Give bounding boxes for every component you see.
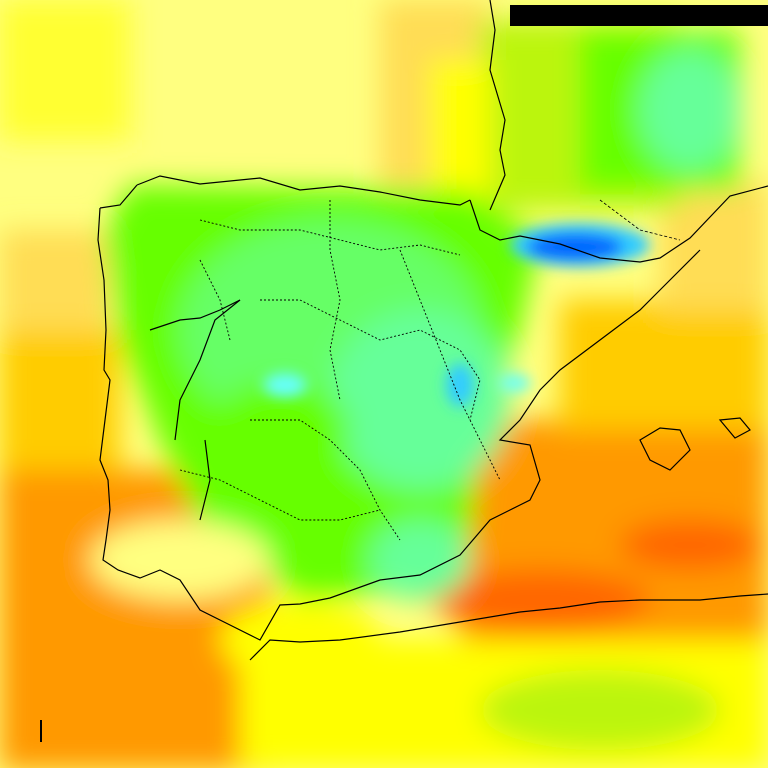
legend-color-bar — [40, 720, 42, 742]
model-run-label — [510, 5, 768, 26]
